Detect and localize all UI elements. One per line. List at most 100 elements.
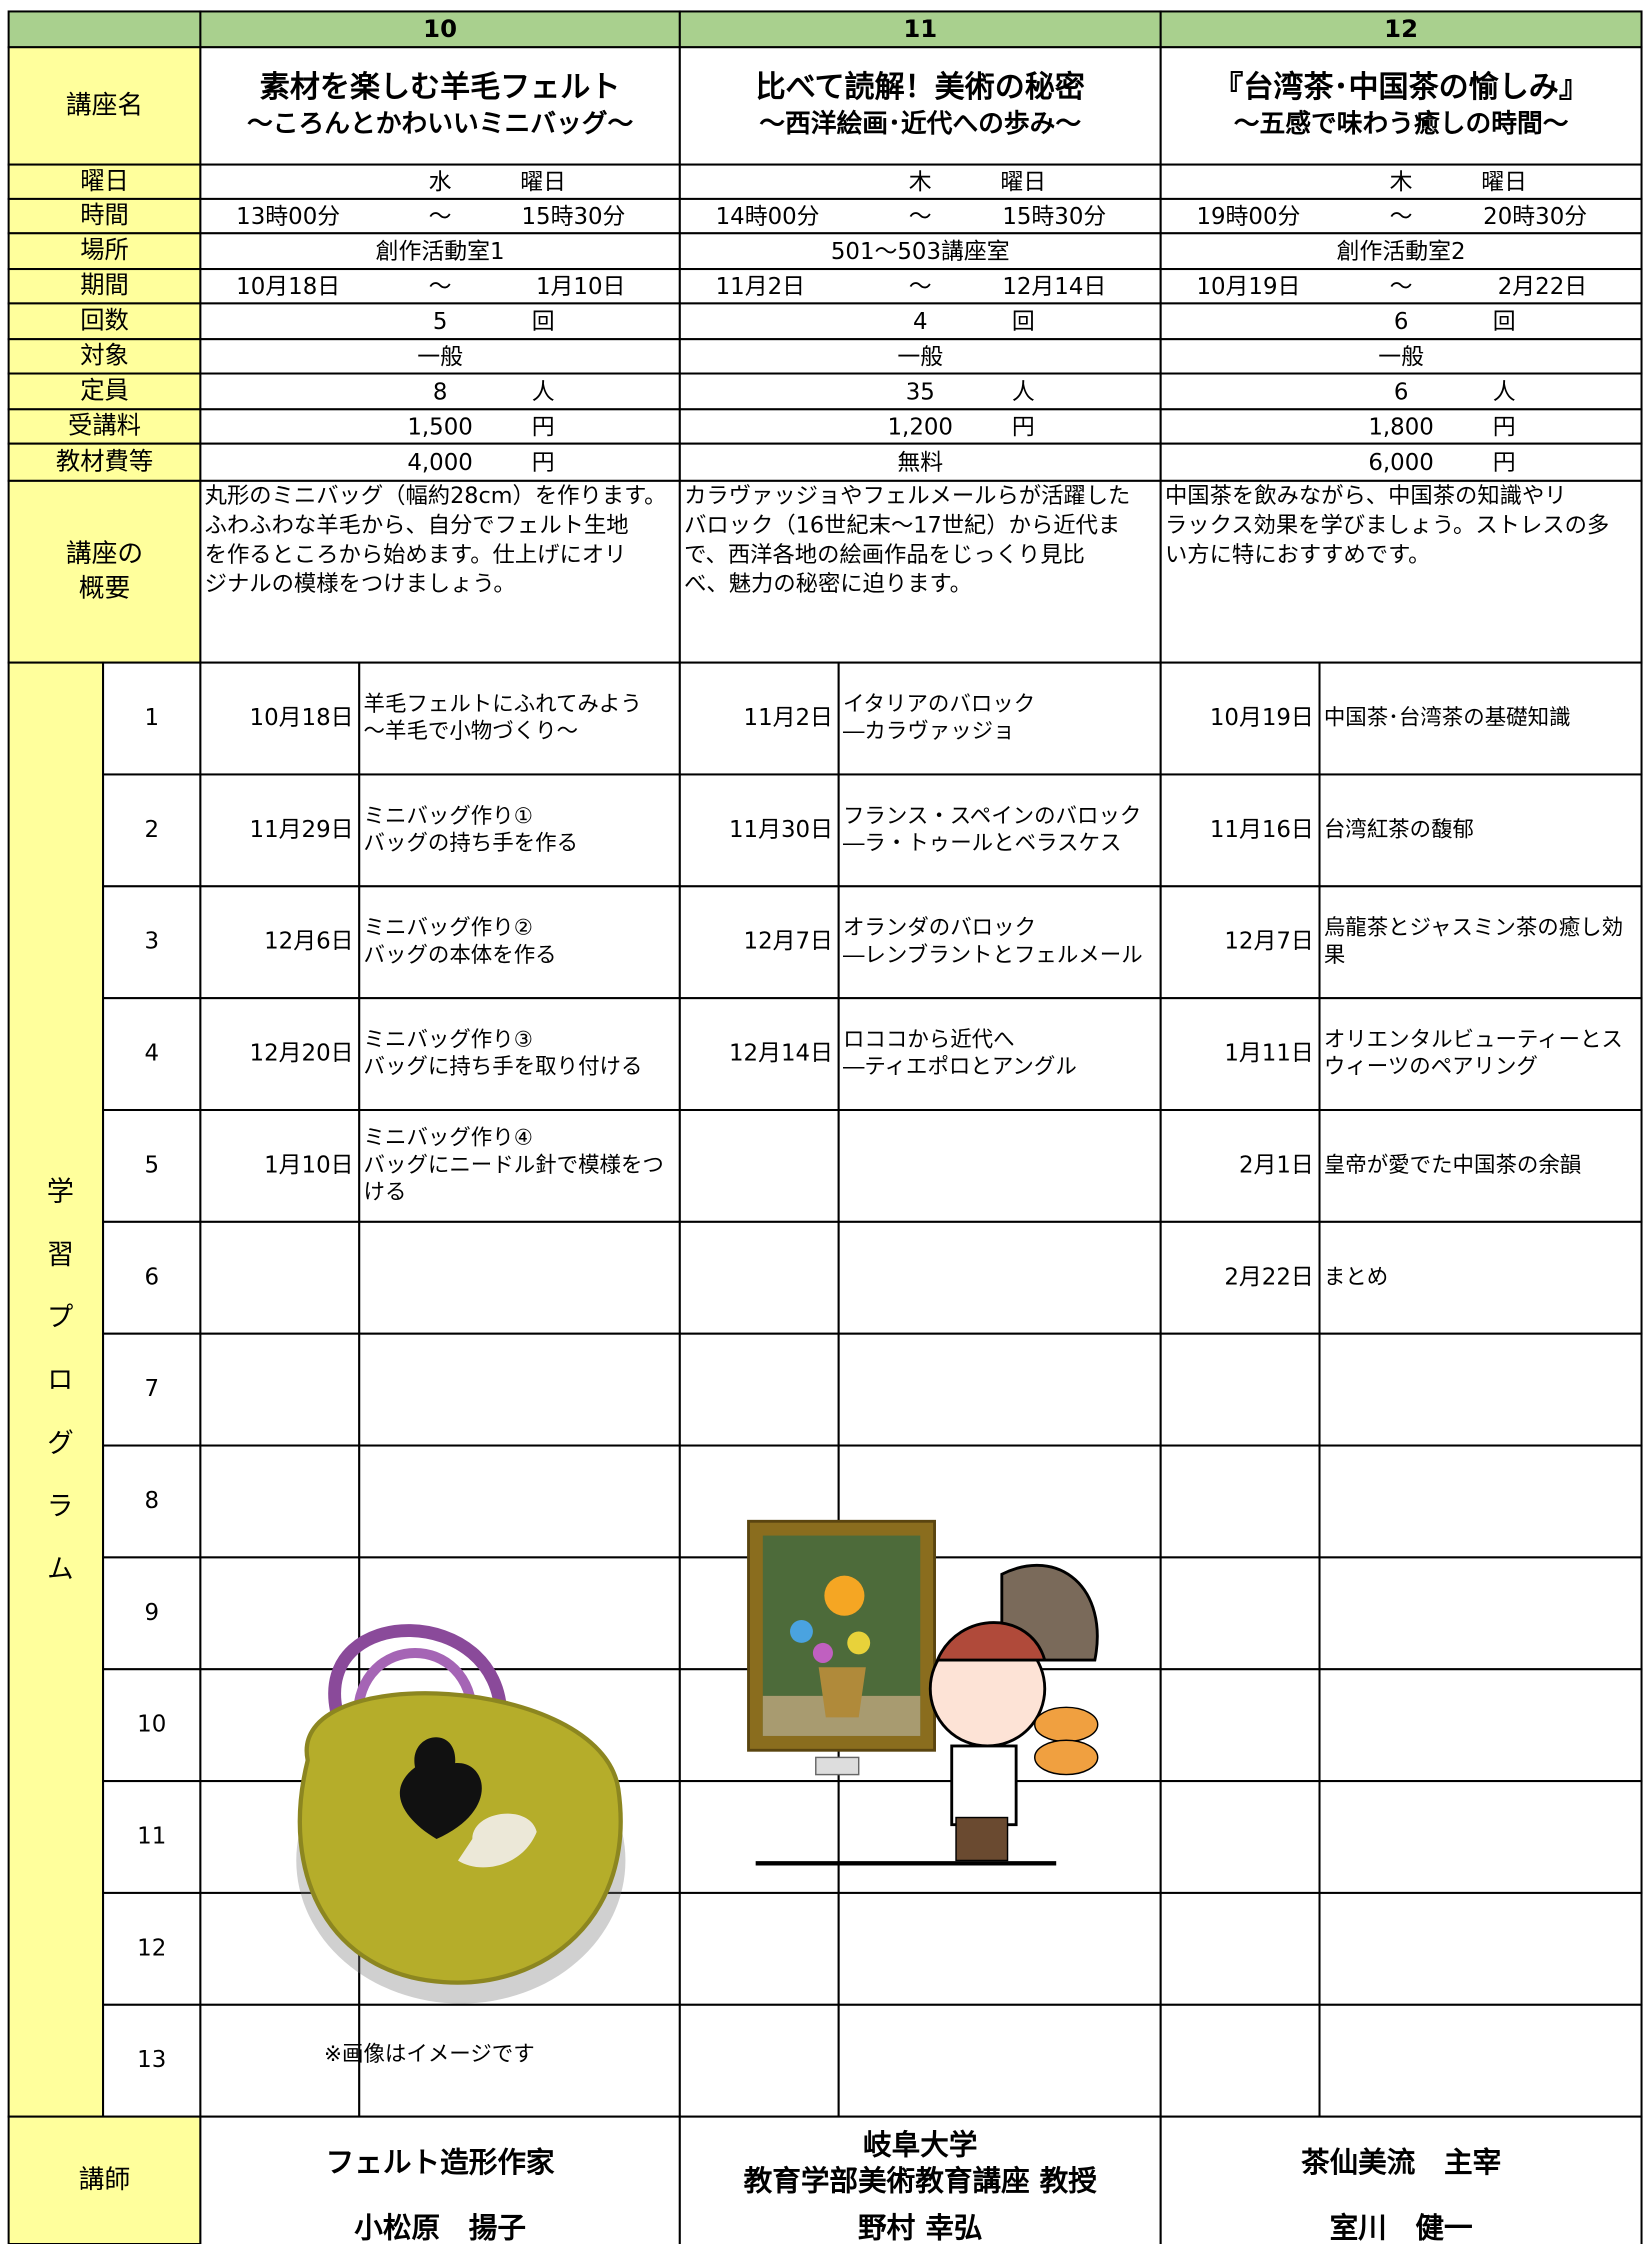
session-date: 2月1日 xyxy=(1239,1152,1314,1178)
row-label: 回数 xyxy=(80,305,129,334)
session-date: 12月7日 xyxy=(1224,929,1313,955)
cell xyxy=(1159,1668,1321,1783)
session-topic: ミニバッグ作り② xyxy=(364,916,533,941)
cell-value: ～ xyxy=(1390,204,1413,230)
cell xyxy=(1159,1332,1321,1447)
session-topic: バッグの本体を作る xyxy=(364,943,557,968)
cell xyxy=(199,10,681,49)
session-date: 1月10日 xyxy=(264,1152,353,1178)
cell xyxy=(678,2003,840,2118)
cell-value: 20時30分 xyxy=(1483,204,1587,230)
cell xyxy=(1318,2003,1643,2118)
program-number: 4 xyxy=(144,1041,159,1067)
column-header: 10 xyxy=(423,14,457,43)
session-topic: まとめ xyxy=(1324,1265,1388,1290)
cell xyxy=(358,773,681,888)
cell-unit: 回 xyxy=(532,309,555,335)
program-number: 7 xyxy=(144,1376,159,1402)
cell-value: 10月18日 xyxy=(236,274,340,300)
cell xyxy=(199,997,361,1112)
cell xyxy=(7,268,202,305)
course-summary: ふわふわな羊毛から、自分でフェルト生地 xyxy=(205,512,629,538)
course-title: ～ころんとかわいいミニバッグ～ xyxy=(247,109,633,139)
cell xyxy=(678,1891,840,2006)
cell xyxy=(837,773,1162,888)
cell-unit: 曜日 xyxy=(1000,170,1046,196)
cell xyxy=(358,661,681,776)
cell-unit: 円 xyxy=(1493,414,1516,440)
session-topic: ミニバッグ作り① xyxy=(364,804,533,829)
cell xyxy=(7,2115,202,2246)
cell xyxy=(358,997,681,1112)
cell-value: 無料 xyxy=(897,450,943,476)
cell-unit: 円 xyxy=(532,414,555,440)
course-summary: べ、魅力の秘密に迫ります。 xyxy=(684,571,972,597)
cell-value: 11月2日 xyxy=(716,274,805,300)
course-summary: ジナルの模様をつけましょう。 xyxy=(205,571,516,597)
cell-value: 水 xyxy=(429,170,452,196)
session-topic: ―レンブラントとフェルメール xyxy=(843,943,1143,968)
session-date: 11月2日 xyxy=(744,705,833,731)
course-summary: カラヴァッジョやフェルメールらが活躍した xyxy=(684,483,1130,509)
cell xyxy=(199,2115,681,2248)
cell-value: 15時30分 xyxy=(1002,204,1106,230)
cell xyxy=(1159,1556,1321,1671)
row-label: 教材費等 xyxy=(56,446,153,475)
course-summary: で、西洋各地の絵画作品をじっくり見比 xyxy=(684,542,1085,568)
cell xyxy=(1318,1332,1643,1447)
cell xyxy=(1318,1108,1643,1223)
cell xyxy=(678,773,840,888)
cell-unit: 曜日 xyxy=(520,170,566,196)
cell xyxy=(199,1108,361,1223)
cell xyxy=(1159,197,1643,235)
cell xyxy=(1159,1220,1321,1335)
cell-unit: 円 xyxy=(1493,450,1516,476)
session-topic: ―カラヴァッジョ xyxy=(843,719,1015,744)
cell-value: 5 xyxy=(433,309,448,335)
cell xyxy=(678,1780,840,1894)
instructor: 小松原 揚子 xyxy=(354,2211,526,2244)
cell xyxy=(199,661,361,776)
cell-unit: 曜日 xyxy=(1481,170,1527,196)
program-number: 11 xyxy=(137,1824,166,1850)
course-summary: ラックス効果を学びましょう。ストレスの多 xyxy=(1165,512,1609,538)
row-label: 場所 xyxy=(80,235,129,264)
cell xyxy=(678,997,840,1112)
cell xyxy=(837,661,1162,776)
cell xyxy=(678,302,1162,341)
row-label: 受講料 xyxy=(68,410,141,439)
instructor: 教育学部美術教育講座 教授 xyxy=(744,2163,1098,2197)
cell xyxy=(7,479,202,664)
session-topic: ウィーツのペアリング xyxy=(1324,1055,1538,1080)
row-label: 講師 xyxy=(79,2165,131,2195)
cell xyxy=(358,1444,681,1559)
cell xyxy=(837,1332,1162,1447)
cell xyxy=(1318,661,1643,776)
cell-value: 1,500 xyxy=(407,414,473,440)
cell xyxy=(837,1220,1162,1335)
instructor: 野村 幸弘 xyxy=(858,2211,982,2244)
cell xyxy=(1159,479,1643,664)
cell xyxy=(837,1891,1162,2006)
course-summary: 丸形のミニバッグ（幅約28cm）を作ります。 xyxy=(205,483,667,509)
cell xyxy=(1159,2003,1321,2118)
cell-unit: 回 xyxy=(1493,309,1516,335)
cell-value: 木 xyxy=(909,170,932,196)
cell-value: ～ xyxy=(909,204,932,230)
instructor: 岐阜大学 xyxy=(863,2128,977,2162)
cell-unit: 円 xyxy=(532,450,555,476)
cell-value: 6 xyxy=(1394,309,1409,335)
image-note: ※画像はイメージです xyxy=(324,2042,535,2067)
row-label: 概要 xyxy=(79,573,131,603)
cell-value: 15時30分 xyxy=(521,204,625,230)
column-header: 11 xyxy=(903,14,937,43)
cell-unit: 人 xyxy=(1012,379,1035,405)
cell xyxy=(7,302,202,341)
cell-value: 一般 xyxy=(417,344,463,370)
session-topic: バッグにニードル針で模様をつ xyxy=(364,1153,664,1178)
cell-value: 4 xyxy=(913,309,928,335)
session-date: 11月29日 xyxy=(250,817,354,843)
cell xyxy=(1318,1668,1643,1783)
cell-unit: 人 xyxy=(1493,379,1516,405)
session-date: 10月19日 xyxy=(1210,705,1314,731)
